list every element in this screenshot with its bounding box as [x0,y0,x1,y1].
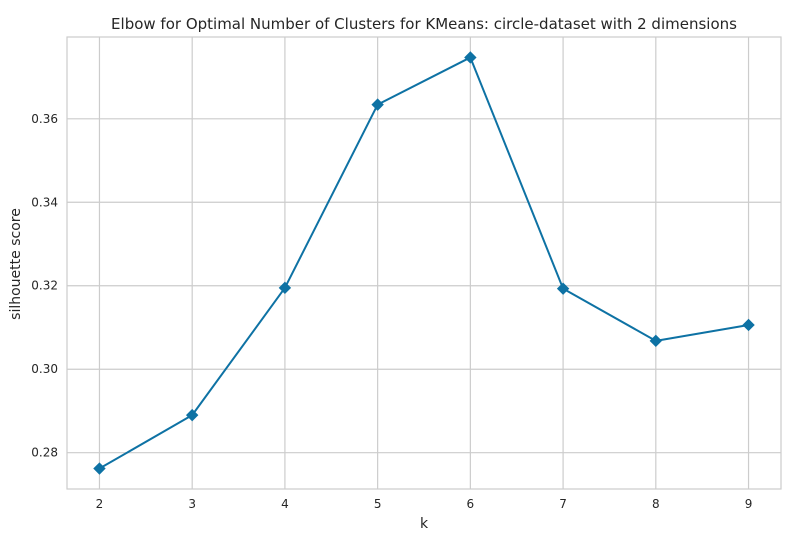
data-point-marker [371,98,384,111]
grid [67,37,781,489]
data-point-marker [278,281,292,295]
chart-title: Elbow for Optimal Number of Clusters for… [111,15,737,33]
x-axis-ticks: 2 3 4 5 6 7 8 9 [96,497,753,511]
y-tick-label: 0.36 [31,112,58,126]
y-axis-label: silhouette score [8,208,24,320]
data-point-marker [649,334,663,348]
series-layer [93,51,755,475]
plot-frame [66,36,782,490]
data-point-marker [185,408,199,422]
x-tick-label: 9 [745,497,753,511]
x-tick-label: 6 [467,497,475,511]
x-tick-label: 8 [652,497,660,511]
data-point-marker [556,282,570,295]
y-axis-ticks: 0.28 0.30 0.32 0.34 0.36 [31,112,58,460]
y-tick-label: 0.28 [31,446,58,460]
y-tick-label: 0.30 [31,362,58,376]
series-line [98,56,749,470]
x-tick-label: 3 [188,497,196,511]
y-tick-label: 0.34 [31,195,58,209]
x-tick-label: 2 [96,497,104,511]
y-tick-label: 0.32 [31,279,58,293]
x-tick-label: 4 [281,497,289,511]
x-tick-label: 5 [374,497,382,511]
x-tick-label: 7 [559,497,567,511]
x-axis-label: k [420,516,429,532]
data-point-marker [742,318,755,332]
data-point-marker [93,462,106,475]
data-point-marker [464,51,477,64]
